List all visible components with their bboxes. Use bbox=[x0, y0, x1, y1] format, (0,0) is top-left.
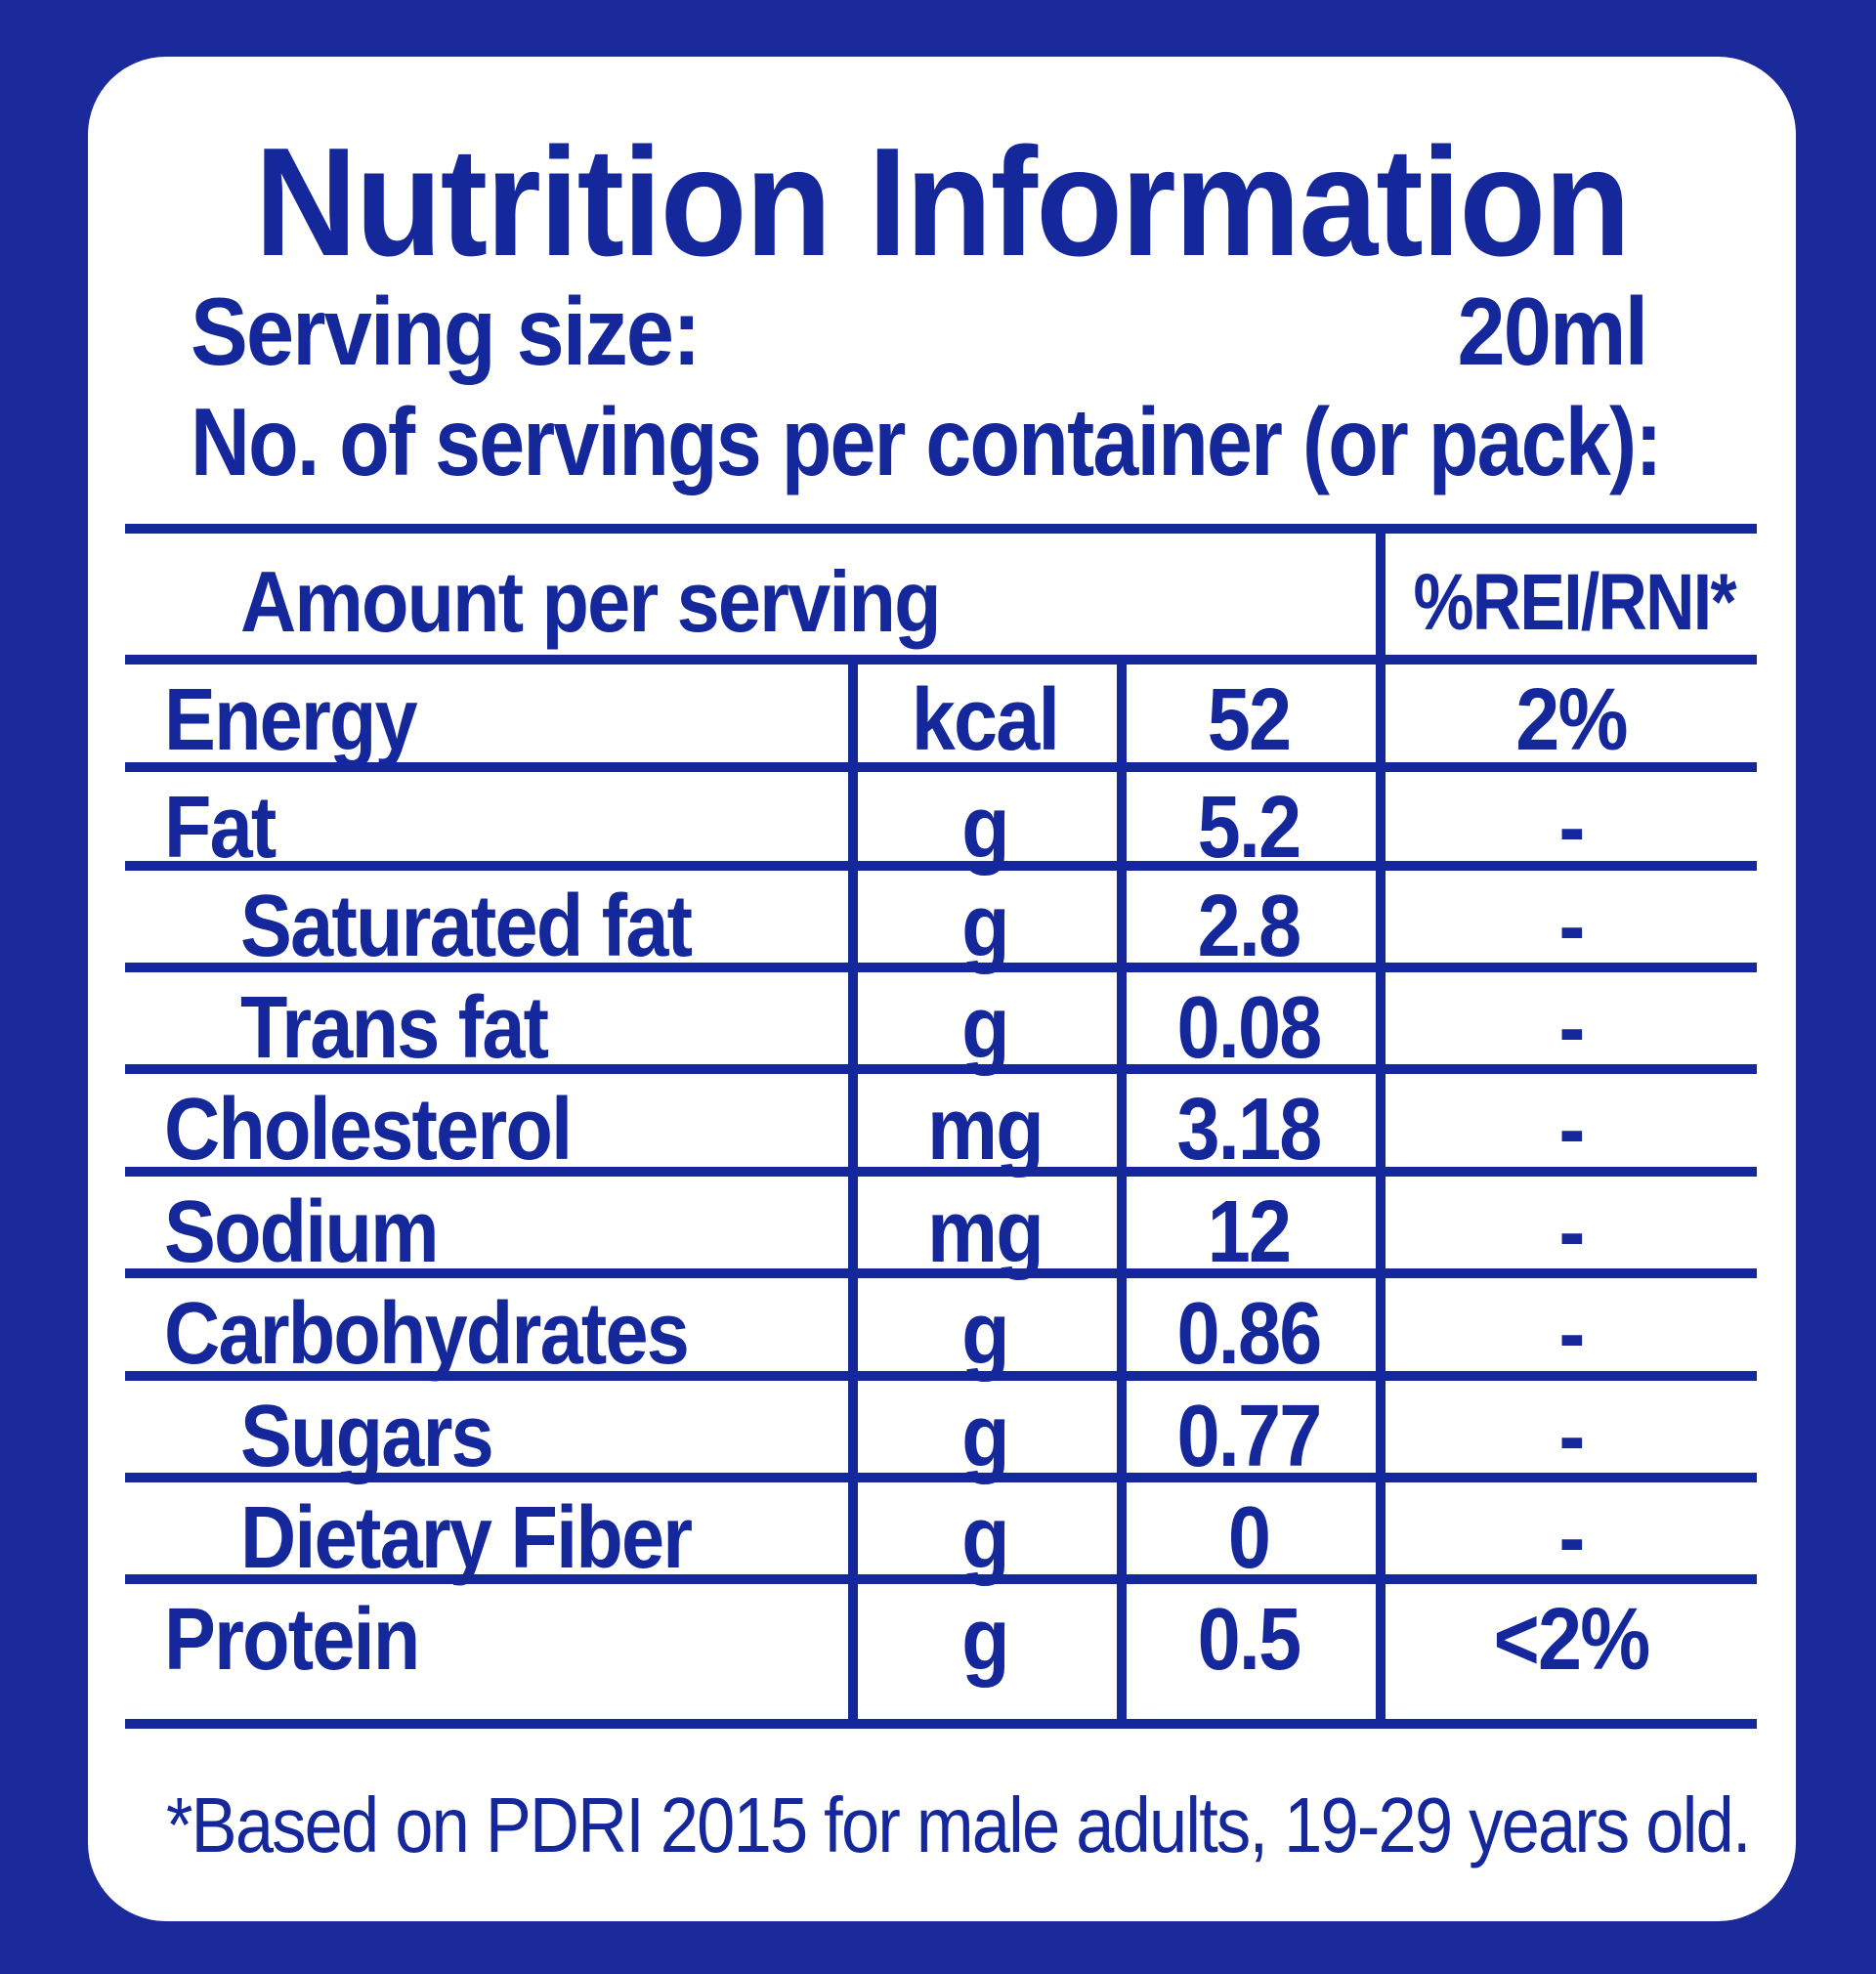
nutrient-amount: 52 bbox=[1207, 671, 1292, 769]
table-row: Sodium mg 12 - bbox=[125, 1177, 1757, 1278]
table-row: Cholesterol mg 3.18 - bbox=[125, 1074, 1757, 1177]
row-separator bbox=[125, 861, 1757, 871]
row-separator bbox=[125, 1574, 1757, 1584]
label-title: Nutrition Information bbox=[254, 116, 1632, 288]
table-rule bbox=[125, 524, 1757, 534]
table-row: Carbohydrates g 0.86 - bbox=[125, 1278, 1757, 1381]
nutrient-amount: 5.2 bbox=[1197, 779, 1302, 877]
nutrient-name: Dietary Fiber bbox=[240, 1489, 693, 1587]
nutrient-amount: 0 bbox=[1227, 1489, 1271, 1587]
nutrient-name: Carbohydrates bbox=[164, 1285, 690, 1383]
nutrient-percent: - bbox=[1558, 779, 1585, 877]
table-row: Protein g 0.5 <2% bbox=[125, 1584, 1757, 1719]
nutrient-name: Trans fat bbox=[240, 979, 549, 1077]
nutrition-label-panel: Nutrition Information Serving size: 20ml… bbox=[88, 57, 1796, 1921]
nutrient-unit: kcal bbox=[911, 671, 1060, 769]
row-separator bbox=[125, 1473, 1757, 1482]
nutrient-amount: 12 bbox=[1207, 1183, 1292, 1281]
nutrient-unit: mg bbox=[927, 1081, 1045, 1179]
servings-per-container-row: No. of servings per container (or pack):… bbox=[191, 394, 1662, 490]
header-amount-per-serving: Amount per serving bbox=[240, 553, 942, 650]
nutrient-unit: g bbox=[961, 1285, 1009, 1383]
row-separator bbox=[125, 1268, 1757, 1278]
row-separator bbox=[125, 1064, 1757, 1074]
nutrient-unit: g bbox=[961, 1388, 1009, 1485]
row-separator bbox=[125, 963, 1757, 972]
row-separator bbox=[125, 762, 1757, 772]
nutrient-percent: - bbox=[1558, 1183, 1585, 1281]
nutrient-name: Cholesterol bbox=[164, 1081, 573, 1179]
nutrient-percent: - bbox=[1558, 979, 1585, 1077]
nutrient-percent: - bbox=[1558, 878, 1585, 975]
nutrient-percent: - bbox=[1558, 1388, 1585, 1485]
column-divider bbox=[848, 655, 858, 1729]
nutrition-table: Amount per serving %REI/RNI* Energy kcal 5… bbox=[125, 524, 1757, 1731]
nutrient-unit: mg bbox=[927, 1183, 1045, 1281]
nutrient-name: Fat bbox=[164, 779, 277, 877]
serving-size-value: 20ml bbox=[1457, 278, 1648, 385]
nutrient-amount: 2.8 bbox=[1197, 878, 1302, 975]
nutrient-name: Energy bbox=[164, 671, 418, 769]
row-separator bbox=[125, 1167, 1757, 1177]
nutrient-amount: 0.5 bbox=[1197, 1591, 1302, 1689]
row-separator bbox=[125, 1371, 1757, 1381]
nutrient-unit: g bbox=[961, 979, 1009, 1077]
nutrient-unit: g bbox=[961, 1489, 1009, 1587]
table-row: Energy kcal 52 2% bbox=[125, 665, 1757, 772]
nutrient-name: Protein bbox=[164, 1591, 420, 1689]
table-rule bbox=[125, 1719, 1757, 1729]
nutrient-amount: 0.86 bbox=[1176, 1285, 1322, 1383]
table-rule bbox=[125, 655, 1757, 665]
nutrient-unit: g bbox=[961, 779, 1009, 877]
table-row: Sugars g 0.77 - bbox=[125, 1381, 1757, 1482]
column-divider bbox=[1376, 524, 1386, 1729]
nutrient-percent: - bbox=[1558, 1285, 1585, 1383]
column-divider bbox=[1117, 655, 1127, 1729]
table-row: Fat g 5.2 - bbox=[125, 772, 1757, 877]
serving-size-label: Serving size: bbox=[191, 278, 702, 385]
header-rei-rni: %REI/RNI* bbox=[1413, 558, 1737, 647]
serving-size-row: Serving size: 20ml bbox=[191, 278, 1648, 385]
nutrient-percent: <2% bbox=[1493, 1591, 1651, 1689]
nutrient-name: Saturated fat bbox=[240, 878, 693, 975]
nutrient-unit: g bbox=[961, 1591, 1009, 1689]
servings-per-container-label: No. of servings per container (or pack): bbox=[191, 388, 1662, 495]
footnote: *Based on PDRI 2015 for male adults, 19-… bbox=[166, 1781, 1752, 1868]
table-row: Dietary Fiber g 0 - bbox=[125, 1482, 1757, 1584]
nutrient-name: Sugars bbox=[240, 1388, 494, 1485]
nutrient-percent: 2% bbox=[1515, 671, 1628, 769]
nutrient-amount: 0.08 bbox=[1176, 979, 1322, 1077]
table-row: Trans fat g 0.08 - bbox=[125, 972, 1757, 1074]
nutrient-percent: - bbox=[1558, 1489, 1585, 1587]
nutrient-amount: 0.77 bbox=[1176, 1388, 1322, 1485]
table-row: Saturated fat g 2.8 - bbox=[125, 871, 1757, 972]
nutrient-name: Sodium bbox=[164, 1183, 440, 1281]
nutrient-amount: 3.18 bbox=[1176, 1081, 1322, 1179]
nutrient-unit: g bbox=[961, 878, 1009, 975]
nutrient-percent: - bbox=[1558, 1081, 1585, 1179]
